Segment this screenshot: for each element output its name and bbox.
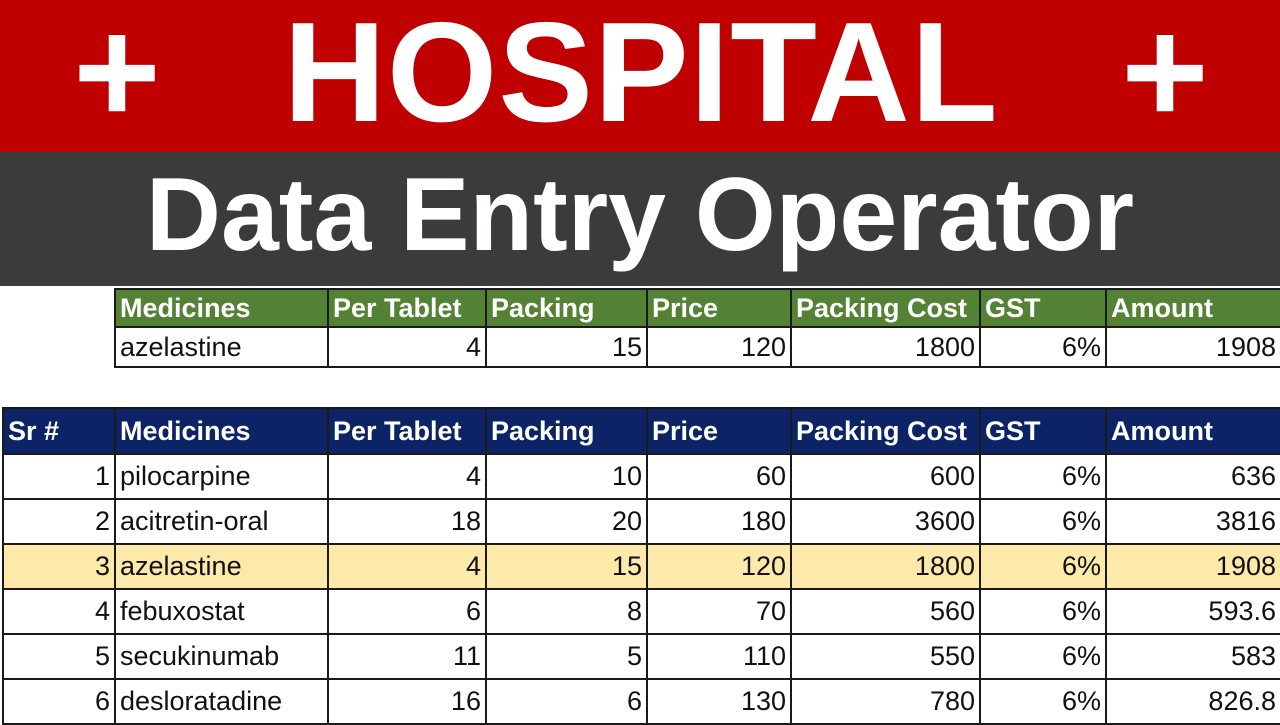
cell-amount[interactable]: 593.6 — [1105, 588, 1280, 635]
table-row: 6 desloratadine 16 6 130 780 6% 826.8 — [2, 678, 1280, 725]
cell-gst[interactable]: 6% — [979, 678, 1107, 725]
cell-amount[interactable]: 3816 — [1105, 498, 1280, 545]
cell-packing-cost[interactable]: 600 — [790, 453, 981, 500]
cell-packing[interactable]: 8 — [485, 588, 648, 635]
column-header[interactable]: Price — [646, 288, 792, 328]
column-header[interactable]: Amount — [1105, 407, 1280, 455]
table-row: 2 acitretin-oral 18 20 180 3600 6% 3816 — [2, 498, 1280, 545]
table-row: 4 febuxostat 6 8 70 560 6% 593.6 — [2, 588, 1280, 635]
cell-per-tablet[interactable]: 16 — [327, 678, 487, 725]
column-header[interactable]: Medicines — [114, 288, 329, 328]
cell-packing[interactable]: 15 — [485, 326, 648, 368]
column-header[interactable]: GST — [979, 288, 1107, 328]
table-row: 1 pilocarpine 4 10 60 600 6% 636 — [2, 453, 1280, 500]
plus-icon: + — [1121, 0, 1209, 155]
cell-packing-cost[interactable]: 560 — [790, 588, 981, 635]
plus-icon: + — [73, 0, 161, 155]
cell-gst[interactable]: 6% — [979, 543, 1107, 590]
table-row-highlighted: 3 azelastine 4 15 120 1800 6% 1908 — [2, 543, 1280, 590]
column-header[interactable]: Amount — [1105, 288, 1280, 328]
cell-per-tablet[interactable]: 4 — [327, 543, 487, 590]
cell-amount[interactable]: 583 — [1105, 633, 1280, 680]
cell-sr[interactable]: 2 — [2, 498, 116, 545]
cell-price[interactable]: 120 — [646, 543, 792, 590]
cell-packing[interactable]: 6 — [485, 678, 648, 725]
cell-amount[interactable]: 1908 — [1105, 543, 1280, 590]
cell-gst[interactable]: 6% — [979, 326, 1107, 368]
column-header[interactable]: Packing — [485, 288, 648, 328]
cell-price[interactable]: 180 — [646, 498, 792, 545]
subtitle-banner: Data Entry Operator — [0, 152, 1280, 286]
cell-per-tablet[interactable]: 18 — [327, 498, 487, 545]
cell-packing-cost[interactable]: 1800 — [790, 326, 981, 368]
cell-medicine[interactable]: azelastine — [114, 543, 329, 590]
banner-title: HOSPITAL — [283, 0, 999, 152]
column-header[interactable]: Price — [646, 407, 792, 455]
cell-sr[interactable]: 4 — [2, 588, 116, 635]
cell-packing-cost[interactable]: 780 — [790, 678, 981, 725]
cell-per-tablet[interactable]: 4 — [327, 326, 487, 368]
cell-medicine[interactable]: azelastine — [114, 326, 329, 368]
cell-sr[interactable]: 6 — [2, 678, 116, 725]
column-header[interactable]: GST — [979, 407, 1107, 455]
records-header-row: Sr # Medicines Per Tablet Packing Price … — [2, 407, 1280, 455]
cell-sr[interactable]: 3 — [2, 543, 116, 590]
cell-packing-cost[interactable]: 3600 — [790, 498, 981, 545]
cell-packing-cost[interactable]: 550 — [790, 633, 981, 680]
cell-packing-cost[interactable]: 1800 — [790, 543, 981, 590]
cell-medicine[interactable]: febuxostat — [114, 588, 329, 635]
cell-packing[interactable]: 15 — [485, 543, 648, 590]
cell-gst[interactable]: 6% — [979, 498, 1107, 545]
cell-packing[interactable]: 20 — [485, 498, 648, 545]
medicine-records-table: Sr # Medicines Per Tablet Packing Price … — [2, 407, 1280, 725]
cell-price[interactable]: 60 — [646, 453, 792, 500]
column-header[interactable]: Per Tablet — [327, 407, 487, 455]
lookup-header-row: Medicines Per Tablet Packing Price Packi… — [114, 288, 1280, 328]
cell-per-tablet[interactable]: 4 — [327, 453, 487, 500]
cell-gst[interactable]: 6% — [979, 633, 1107, 680]
cell-sr[interactable]: 1 — [2, 453, 116, 500]
column-header[interactable]: Per Tablet — [327, 288, 487, 328]
table-row: 5 secukinumab 11 5 110 550 6% 583 — [2, 633, 1280, 680]
cell-medicine[interactable]: secukinumab — [114, 633, 329, 680]
cell-per-tablet[interactable]: 11 — [327, 633, 487, 680]
cell-amount[interactable]: 826.8 — [1105, 678, 1280, 725]
cell-price[interactable]: 70 — [646, 588, 792, 635]
column-header[interactable]: Medicines — [114, 407, 329, 455]
column-header[interactable]: Packing — [485, 407, 648, 455]
cell-per-tablet[interactable]: 6 — [327, 588, 487, 635]
cell-medicine[interactable]: pilocarpine — [114, 453, 329, 500]
cell-packing[interactable]: 5 — [485, 633, 648, 680]
cell-medicine[interactable]: desloratadine — [114, 678, 329, 725]
cell-sr[interactable]: 5 — [2, 633, 116, 680]
lookup-row: azelastine 4 15 120 1800 6% 1908 — [114, 326, 1280, 368]
cell-gst[interactable]: 6% — [979, 453, 1107, 500]
hospital-banner: + HOSPITAL + — [0, 0, 1280, 152]
column-header[interactable]: Packing Cost — [790, 288, 981, 328]
column-header[interactable]: Sr # — [2, 407, 116, 455]
cell-gst[interactable]: 6% — [979, 588, 1107, 635]
column-header[interactable]: Packing Cost — [790, 407, 981, 455]
lookup-table: Medicines Per Tablet Packing Price Packi… — [114, 288, 1280, 368]
cell-packing[interactable]: 10 — [485, 453, 648, 500]
cell-price[interactable]: 110 — [646, 633, 792, 680]
banner-subtitle: Data Entry Operator — [145, 157, 1135, 273]
cell-amount[interactable]: 636 — [1105, 453, 1280, 500]
cell-medicine[interactable]: acitretin-oral — [114, 498, 329, 545]
cell-price[interactable]: 120 — [646, 326, 792, 368]
cell-price[interactable]: 130 — [646, 678, 792, 725]
cell-amount[interactable]: 1908 — [1105, 326, 1280, 368]
